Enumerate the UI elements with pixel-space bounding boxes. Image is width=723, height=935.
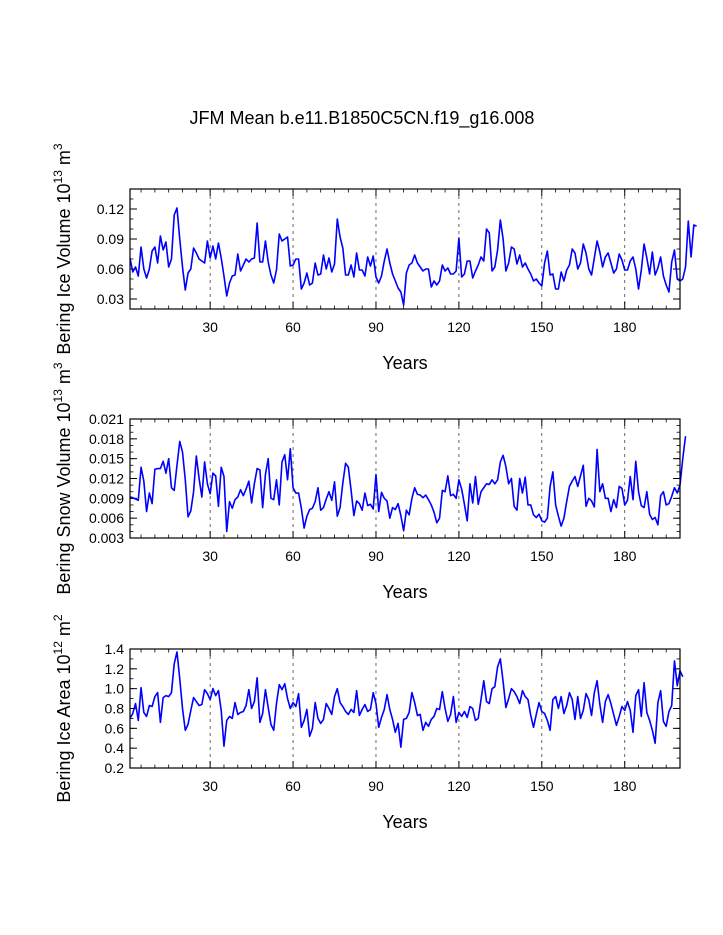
y-axis-label: Bering Ice Area 1012 m2	[51, 614, 74, 802]
x-tick-label: 90	[368, 778, 384, 794]
x-axis-label: Years	[382, 582, 427, 602]
data-series-line	[129, 436, 687, 533]
y-tick-label: 0.8	[105, 701, 125, 717]
y-label-unit-exponent: 3	[51, 362, 65, 369]
x-axis-label: Years	[382, 353, 427, 373]
x-tick-label: 30	[202, 548, 218, 564]
y-tick-label: 0.6	[105, 720, 125, 736]
x-tick-label: 120	[447, 319, 471, 335]
chart-panel-3: 30 60 90 120 150 180 0.2 0.4 0.6 0.8 1.0 1.2 1.4 Year…	[51, 614, 684, 832]
x-tick-label: 90	[368, 319, 384, 335]
y-tick-label: 0.003	[89, 530, 124, 546]
y-tick-label: 0.03	[97, 291, 124, 307]
y-tick-label: 0.015	[89, 451, 124, 467]
x-tick-label: 30	[202, 778, 218, 794]
x-tick-label: 150	[530, 548, 554, 564]
y-tick-label: 0.018	[89, 431, 124, 447]
y-label-unit-exponent: 3	[51, 143, 65, 150]
x-axis-label: Years	[382, 812, 427, 832]
y-tick-label: 1.2	[105, 661, 125, 677]
chart-panel-2: 30 60 90 120 150 180 0.003 0.006 0.009 0.012 0.015…	[51, 362, 687, 602]
y-tick-label: 0.12	[97, 201, 124, 217]
y-label-exponent: 13	[51, 170, 65, 184]
y-axis-label: Bering Snow Volume 1013 m3	[51, 362, 74, 594]
x-tick-label: 150	[530, 778, 554, 794]
y-tick-label: 1.0	[105, 681, 125, 697]
y-tick-label: 0.4	[105, 740, 125, 756]
figure-title: JFM Mean b.e11.B1850C5CN.f19_g16.008	[190, 108, 535, 129]
x-tick-label: 120	[447, 548, 471, 564]
x-tick-label: 30	[202, 319, 218, 335]
y-tick-label: 0.009	[89, 490, 124, 506]
y-label-unit: m	[54, 150, 74, 170]
y-label-text: Bering Ice Volume 10	[54, 183, 74, 354]
data-series-line	[129, 207, 697, 306]
y-tick-label: 0.012	[89, 471, 124, 487]
panels: 30 60 90 120 150 180 0.03 0.06 0.09 0.12 Years Beri…	[51, 143, 697, 832]
y-tick-label: 0.006	[89, 510, 124, 526]
x-tick-label: 90	[368, 548, 384, 564]
y-label-text: Bering Snow Volume 10	[54, 402, 74, 594]
x-tick-label: 60	[285, 319, 301, 335]
y-tick-label: 0.06	[97, 261, 124, 277]
y-label-unit: m	[54, 369, 74, 389]
x-tick-label: 150	[530, 319, 554, 335]
plot-frame	[129, 418, 681, 539]
y-axis-label: Bering Ice Volume 1013 m3	[51, 143, 74, 354]
y-tick-label: 0.2	[105, 760, 125, 776]
y-label-text: Bering Ice Area 10	[54, 654, 74, 802]
plot-frame	[129, 188, 681, 310]
y-label-unit: m	[54, 621, 74, 641]
data-series-line	[129, 651, 684, 748]
y-label-exponent: 12	[51, 641, 65, 655]
plot-frame	[129, 648, 681, 769]
x-tick-label: 180	[613, 778, 637, 794]
x-tick-label: 120	[447, 778, 471, 794]
x-tick-label: 60	[285, 778, 301, 794]
x-tick-label: 180	[613, 548, 637, 564]
y-label-unit-exponent: 2	[51, 614, 65, 621]
y-label-exponent: 13	[51, 389, 65, 403]
y-tick-label: 0.021	[89, 411, 124, 427]
x-tick-label: 180	[613, 319, 637, 335]
y-tick-label: 0.09	[97, 231, 124, 247]
x-tick-label: 60	[285, 548, 301, 564]
chart-panel-1: 30 60 90 120 150 180 0.03 0.06 0.09 0.12 Years Beri…	[51, 143, 697, 373]
y-tick-label: 1.4	[105, 641, 125, 657]
